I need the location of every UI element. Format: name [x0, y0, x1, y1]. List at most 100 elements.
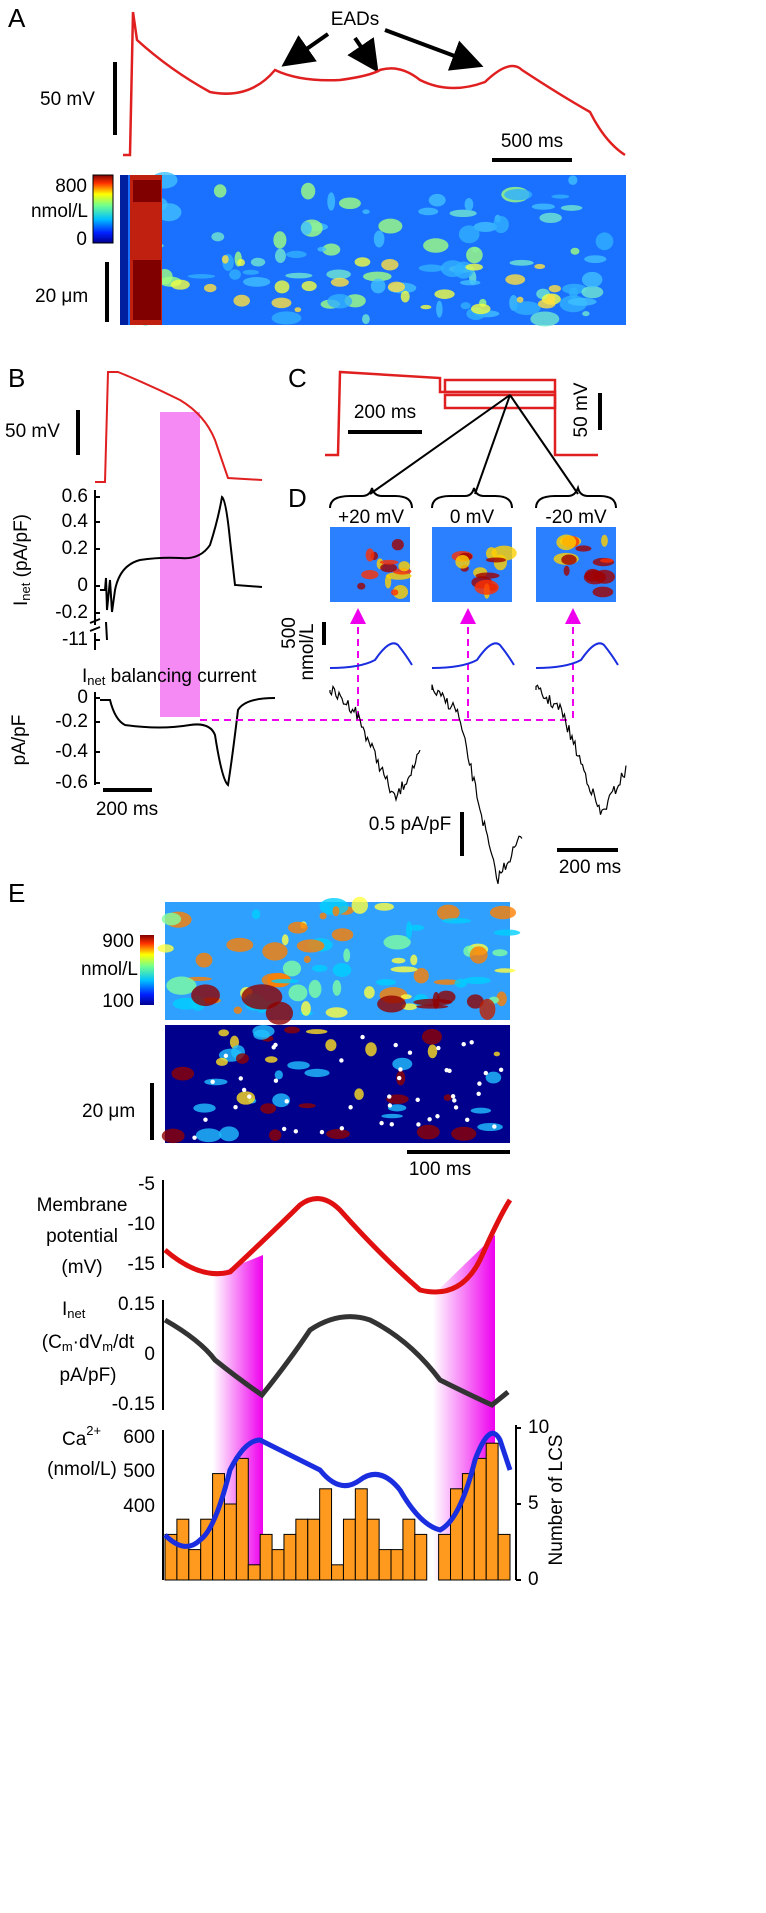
band — [133, 260, 161, 320]
ap-trace — [95, 371, 263, 483]
blob — [285, 250, 307, 259]
blob — [575, 545, 592, 552]
tick-label: -5 — [138, 1174, 155, 1195]
blob — [325, 1007, 348, 1018]
blob — [195, 952, 213, 968]
label-rest: (pA/pF) — [11, 514, 32, 583]
blob — [477, 1122, 503, 1131]
blob — [275, 248, 286, 264]
blob — [326, 1128, 350, 1139]
blob — [405, 921, 413, 940]
ca-trace — [163, 1430, 513, 1549]
blob — [568, 175, 578, 186]
event-dot — [498, 1067, 504, 1072]
tick-label: -15 — [128, 1254, 155, 1275]
tick-label: 0.6 — [62, 486, 88, 507]
blob — [391, 957, 406, 964]
event-dot — [435, 1114, 440, 1119]
blob — [496, 991, 507, 1007]
blob — [322, 243, 341, 256]
blob — [464, 198, 474, 212]
blob — [534, 263, 546, 270]
tick-label: 0 — [77, 687, 88, 708]
inet-trace — [100, 495, 263, 641]
band — [133, 180, 161, 202]
blob — [443, 1094, 452, 1101]
event-dot — [389, 1122, 394, 1127]
current-trace — [431, 684, 523, 884]
blob — [436, 904, 460, 921]
blob — [330, 277, 349, 287]
tick-label: -10 — [128, 1214, 155, 1235]
blob — [374, 902, 394, 911]
blob — [361, 570, 379, 580]
blob — [226, 937, 254, 952]
scale-label: 20 μm — [35, 286, 88, 307]
blob — [271, 978, 300, 984]
blob — [204, 1078, 228, 1086]
event-dot — [477, 1081, 482, 1086]
balancing-trace — [100, 697, 276, 787]
label-rest: balancing current — [105, 666, 257, 687]
blob — [375, 979, 396, 986]
event-dot — [379, 1120, 384, 1126]
colorbar-max: 900 — [102, 931, 134, 952]
scale-label: 50 mV — [5, 421, 60, 442]
event-dot — [233, 1105, 238, 1110]
tick-label: -0.2 — [55, 602, 88, 623]
blob — [493, 929, 521, 936]
blob — [288, 984, 308, 1002]
event-dot — [203, 1117, 208, 1122]
event-dot — [469, 1040, 474, 1045]
blob — [298, 1103, 316, 1109]
tick-label: -0.15 — [112, 1394, 155, 1415]
blob — [551, 194, 570, 199]
label-part: (C — [42, 1332, 62, 1353]
ticks: 0 -0.2 -0.4 -0.6 — [55, 687, 100, 793]
blob — [413, 968, 429, 984]
tick-label: 500 — [123, 1461, 155, 1482]
event-dot — [461, 1042, 466, 1047]
blob — [363, 271, 392, 282]
tick-label: 0.4 — [62, 511, 89, 532]
protocol-box — [443, 378, 557, 394]
label-sub: net — [18, 582, 33, 600]
blob — [537, 299, 556, 309]
blob — [421, 1028, 442, 1045]
step-label: 0 mV — [450, 507, 495, 528]
blob — [193, 1103, 216, 1113]
colorbar-unit: nmol/L — [31, 201, 88, 222]
blob — [392, 1057, 413, 1071]
blob — [229, 269, 241, 280]
event-dot — [398, 1067, 403, 1072]
event-dot — [339, 1058, 344, 1063]
blob — [357, 582, 366, 590]
blob — [250, 257, 266, 267]
blob — [493, 216, 509, 234]
event-dot — [465, 1117, 470, 1123]
bar — [188, 1549, 202, 1581]
colorbar — [140, 935, 154, 1005]
ca-trace — [431, 642, 515, 669]
bar — [438, 1533, 452, 1581]
bar — [497, 1533, 511, 1581]
blob — [377, 995, 406, 1013]
blob — [327, 294, 353, 309]
blob — [440, 260, 465, 277]
blob — [400, 290, 410, 303]
current-trace — [535, 684, 627, 815]
bar — [473, 1457, 487, 1581]
blob — [387, 1104, 407, 1112]
blob — [319, 898, 349, 916]
blob — [459, 279, 481, 286]
bar — [295, 1518, 309, 1581]
scale-label: nmol/L — [297, 623, 318, 680]
label-part: m — [62, 1339, 73, 1354]
blob — [326, 269, 351, 280]
blob — [274, 1070, 283, 1080]
event-dot — [238, 1076, 243, 1081]
blob — [365, 548, 375, 562]
blob — [308, 979, 322, 999]
blob — [195, 1128, 222, 1143]
